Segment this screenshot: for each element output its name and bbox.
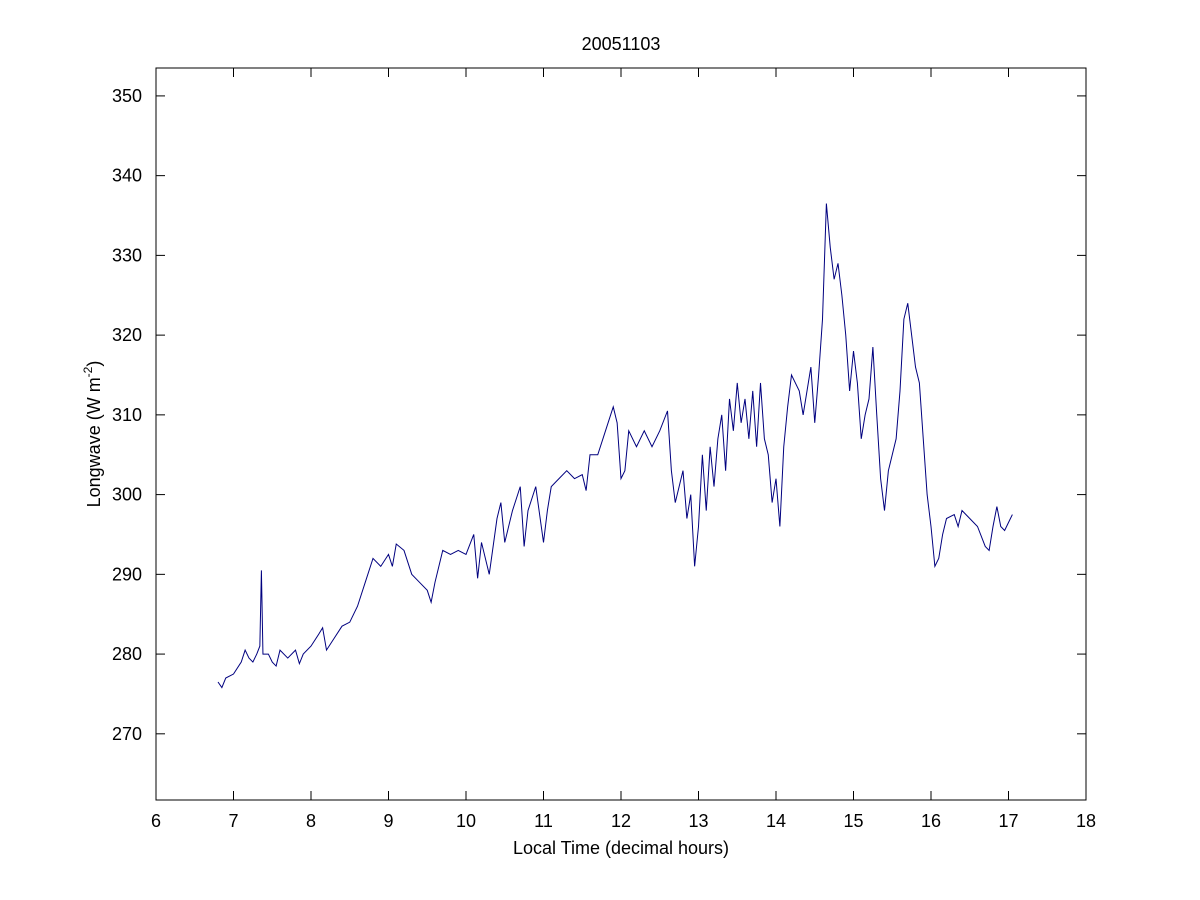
y-tick-label: 320 [112,325,142,345]
y-label-end: ) [84,361,104,367]
x-tick-label: 7 [228,811,238,831]
x-tick-label: 17 [998,811,1018,831]
x-tick-label: 14 [766,811,786,831]
x-axis-label: Local Time (decimal hours) [513,838,729,858]
y-axis-label: Longwave (W m-2) [81,361,104,508]
x-tick-label: 13 [688,811,708,831]
x-tick-label: 11 [534,811,553,831]
x-tick-label: 8 [306,811,316,831]
y-tick-label: 340 [112,166,142,186]
y-label-sup: -2 [81,366,95,377]
x-tick-label: 12 [611,811,631,831]
x-tick-label: 6 [151,811,161,831]
data-line [217,203,1013,689]
chart-title: 20051103 [582,34,661,54]
y-tick-label: 310 [112,405,142,425]
y-label-text: Longwave (W m [84,377,104,507]
x-tick-label: 16 [921,811,941,831]
x-tick-label: 15 [843,811,863,831]
y-tick-label: 290 [112,564,142,584]
plot-frame [155,67,1087,801]
x-tick-label: 18 [1076,811,1096,831]
y-tick-label: 280 [112,644,142,664]
x-tick-label: 9 [383,811,393,831]
y-tick-label: 300 [112,485,142,505]
y-tick-label: 350 [112,86,142,106]
y-tick-label: 270 [112,724,142,744]
y-tick-label: 330 [112,245,142,265]
x-tick-label: 10 [456,811,476,831]
